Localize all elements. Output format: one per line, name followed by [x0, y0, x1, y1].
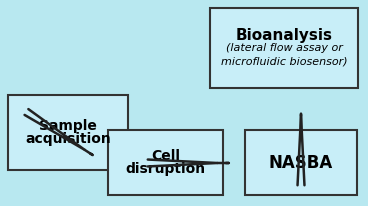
Text: acquisition: acquisition [25, 132, 111, 146]
Bar [210, 8, 358, 88]
Text: microfluidic biosensor): microfluidic biosensor) [221, 56, 347, 66]
Text: Bioanalysis: Bioanalysis [236, 27, 333, 42]
Bar [245, 130, 357, 195]
Text: NASBA: NASBA [269, 153, 333, 172]
Bar [108, 130, 223, 195]
Text: (lateral flow assay or: (lateral flow assay or [226, 43, 343, 53]
Bar [8, 95, 128, 170]
Text: disruption: disruption [125, 162, 206, 176]
Text: Sample: Sample [39, 119, 97, 133]
Text: Cell: Cell [151, 149, 180, 163]
